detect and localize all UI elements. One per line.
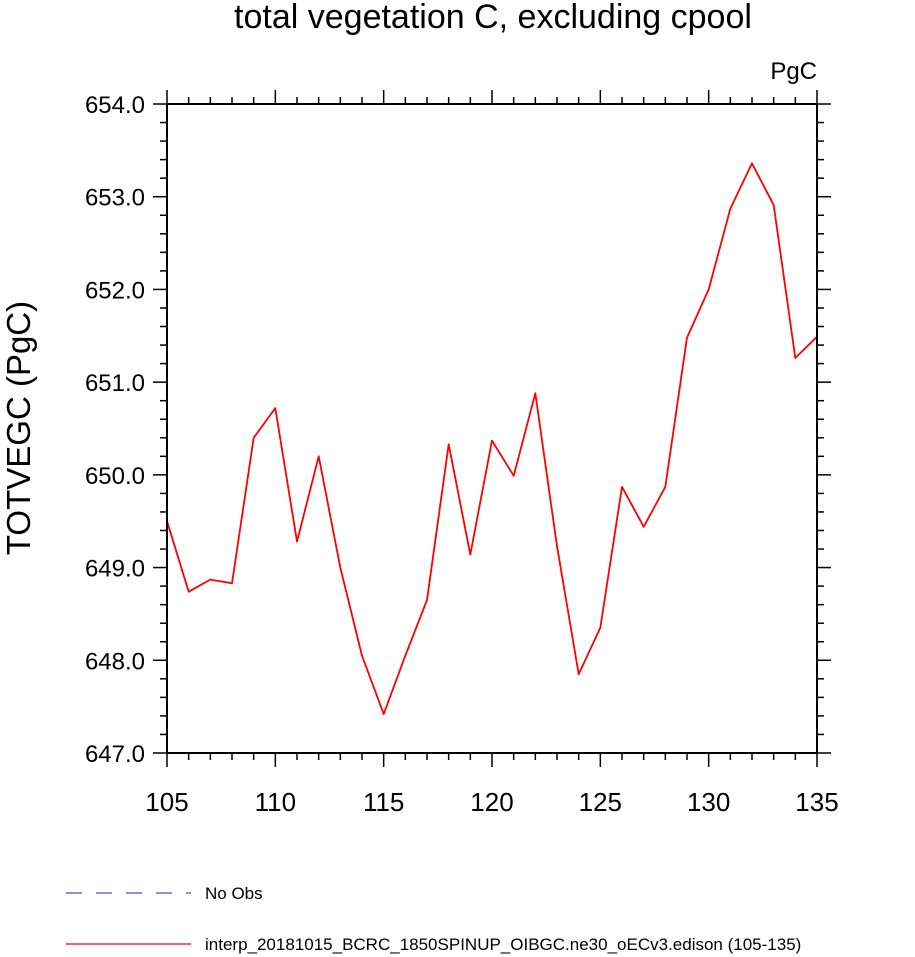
x-tick-label: 105	[145, 787, 188, 817]
y-tick-label: 653.0	[85, 185, 145, 212]
tick-marks	[153, 90, 831, 767]
series-line	[166, 162, 818, 715]
y-tick-label: 648.0	[85, 648, 145, 675]
tick-labels: 647.0 648.0 649.0 650.0 651.0 652.0 653.0 654.0…	[85, 92, 839, 817]
x-tick-label: 125	[579, 787, 622, 817]
units-label: PgC	[770, 58, 817, 85]
legend-label-model: interp_20181015_BCRC_1850SPINUP_OIBGC.ne…	[205, 935, 801, 954]
y-tick-label: 651.0	[85, 370, 145, 397]
x-tick-label: 120	[470, 787, 513, 817]
x-tick-label: 115	[363, 787, 404, 817]
y-tick-label: 649.0	[85, 556, 145, 583]
y-axis-label: TOTVEGC (PgC)	[0, 301, 37, 555]
x-tick-label: 110	[255, 787, 296, 817]
legend: No Obs interp_20181015_BCRC_1850SPINUP_O…	[66, 884, 801, 954]
y-tick-label: 652.0	[85, 277, 145, 304]
chart-title: total vegetation C, excluding cpool	[234, 0, 752, 36]
y-tick-label: 650.0	[85, 463, 145, 490]
plot-frame	[166, 103, 818, 754]
x-tick-label: 130	[687, 787, 730, 817]
y-tick-label: 647.0	[85, 741, 145, 768]
y-tick-label: 654.0	[85, 92, 145, 119]
series-lines	[166, 162, 818, 715]
legend-label-no-obs: No Obs	[205, 884, 263, 903]
x-tick-label: 135	[795, 787, 838, 817]
